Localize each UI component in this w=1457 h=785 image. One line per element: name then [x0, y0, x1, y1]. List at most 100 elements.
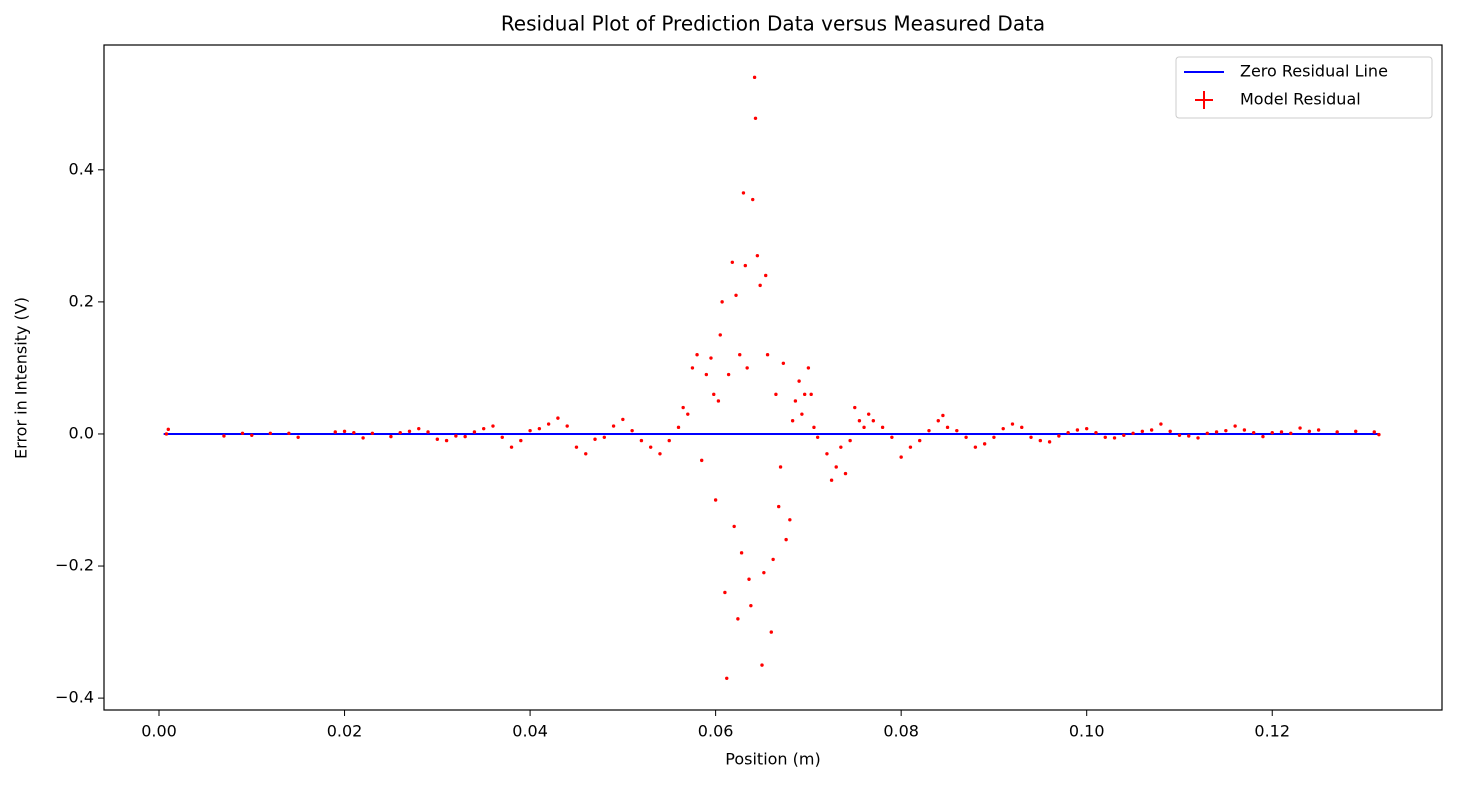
residual-point	[361, 436, 365, 440]
residual-point	[342, 429, 347, 434]
residual-point	[398, 430, 402, 435]
residual-point	[890, 435, 894, 439]
residual-point	[945, 425, 950, 430]
residual-point	[857, 419, 862, 423]
residual-point	[829, 478, 834, 482]
residual-point	[752, 75, 757, 80]
residual-point	[738, 353, 742, 357]
y-tick-label: −0.4	[55, 688, 94, 707]
residual-point	[1196, 436, 1200, 440]
residual-point	[812, 425, 816, 430]
residual-point	[1131, 431, 1135, 436]
residual-point	[648, 445, 653, 449]
residual-point	[747, 577, 751, 581]
residual-point	[611, 424, 616, 428]
residual-point	[250, 433, 254, 437]
residual-point	[686, 412, 690, 416]
residual-point	[164, 432, 169, 436]
residual-point	[762, 570, 766, 575]
residual-point	[1038, 438, 1043, 443]
y-tick-label: −0.2	[55, 556, 94, 575]
residual-point	[482, 426, 486, 431]
residual-point	[1214, 430, 1219, 434]
residual-point	[528, 428, 532, 433]
residual-point	[240, 431, 245, 436]
residual-point	[751, 197, 755, 202]
residual-point	[1377, 432, 1381, 437]
residual-point	[726, 372, 731, 377]
residual-point	[417, 426, 421, 431]
residual-point	[713, 498, 718, 502]
residual-point	[769, 630, 773, 634]
residual-point	[753, 116, 758, 121]
residual-point	[268, 431, 273, 436]
residual-point	[1242, 428, 1247, 432]
residual-point	[955, 428, 959, 433]
residual-point	[771, 557, 775, 562]
residual-point	[1094, 430, 1098, 435]
residual-point	[749, 603, 753, 608]
legend-label: Zero Residual Line	[1240, 62, 1388, 81]
residual-point	[556, 416, 560, 420]
residual-point	[777, 504, 781, 509]
residual-point	[1057, 434, 1061, 438]
residual-point	[1010, 422, 1015, 426]
residual-point	[1261, 434, 1265, 439]
residual-point	[296, 435, 300, 439]
residual-point	[574, 445, 579, 449]
residual-point	[725, 676, 729, 681]
residual-point	[790, 419, 795, 423]
residual-point	[809, 392, 813, 397]
residual-point	[964, 435, 968, 439]
y-axis-label: Error in Intensity (V)	[12, 297, 31, 459]
residual-point	[333, 430, 337, 434]
residual-point	[720, 300, 724, 304]
y-tick-label: 0.0	[69, 423, 94, 442]
residual-point	[1177, 433, 1182, 437]
residual-point	[866, 412, 871, 416]
residual-point	[537, 426, 542, 431]
residual-point	[732, 524, 736, 529]
residual-point	[1316, 428, 1321, 432]
residual-point	[718, 333, 722, 337]
residual-point	[676, 425, 681, 430]
x-tick-label: 0.08	[883, 722, 919, 741]
residual-point	[1122, 433, 1126, 437]
residual-point	[743, 263, 748, 268]
residual-point	[908, 445, 913, 449]
residual-point	[695, 353, 699, 357]
residual-point	[941, 413, 945, 418]
residual-point	[862, 425, 866, 430]
residual-point	[784, 537, 788, 542]
plot-frame	[103, 44, 1443, 711]
residual-point	[1335, 430, 1339, 434]
residual-point	[755, 253, 760, 258]
residual-point	[639, 438, 644, 443]
residual-point	[712, 392, 716, 397]
residual-point	[1372, 430, 1376, 434]
residual-point	[1289, 431, 1293, 436]
residual-point	[700, 458, 704, 463]
residual-point	[825, 452, 829, 456]
residual-point	[681, 405, 685, 410]
residual-point	[435, 437, 440, 441]
residual-point	[774, 392, 778, 397]
residual-point	[1187, 434, 1191, 438]
residual-point	[1251, 430, 1256, 435]
residual-point	[222, 434, 226, 438]
residual-point	[370, 431, 375, 436]
y-tick-label: 0.2	[69, 291, 94, 310]
residual-point	[463, 434, 467, 439]
residual-point	[1084, 426, 1089, 431]
residual-point	[716, 399, 721, 403]
x-tick-label: 0.06	[698, 722, 734, 741]
residual-point	[936, 419, 940, 423]
residual-point	[973, 445, 978, 449]
legend-box	[1175, 56, 1433, 119]
residual-point	[1149, 428, 1154, 432]
residual-point	[709, 356, 713, 360]
residual-point	[509, 445, 514, 449]
residual-point	[1205, 431, 1209, 436]
residual-point	[1001, 426, 1005, 431]
residual-point	[166, 427, 170, 432]
